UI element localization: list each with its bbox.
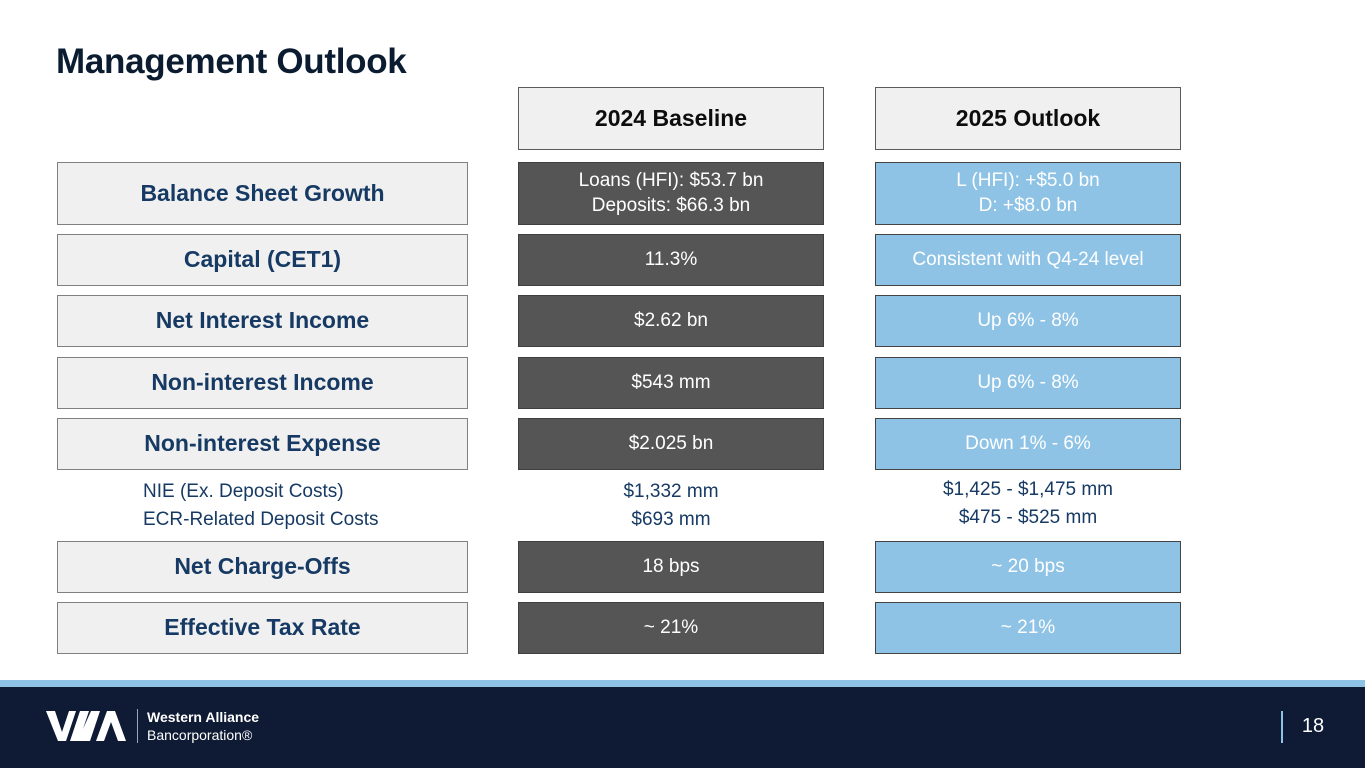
nie-ex-deposit-costs-label: NIE (Ex. Deposit Costs) [143, 481, 344, 502]
expense-detail-outlook: $1,425 - $1,475 mm $475 - $525 mm [875, 476, 1181, 532]
nie-ex-deposit-costs-baseline: $1,332 mm [623, 481, 719, 502]
baseline-value: $2.62 bn [634, 309, 708, 331]
row-label-effective-tax-rate: Effective Tax Rate [57, 602, 468, 654]
row-label-text: Effective Tax Rate [164, 614, 361, 641]
footer-bar: Western Alliance Bancorporation® 18 [0, 687, 1365, 768]
outlook-cell-net-charge-offs: ~ 20 bps [875, 541, 1181, 593]
western-alliance-logo-icon [46, 711, 126, 741]
outlook-cell-non-interest-expense: Down 1% - 6% [875, 418, 1181, 470]
baseline-column-header-text: 2024 Baseline [594, 104, 748, 131]
ecr-deposit-costs-outlook: $475 - $525 mm [958, 507, 1098, 528]
outlook-deposits: D: +$8.0 bn [978, 194, 1078, 216]
baseline-cell-net-charge-offs: 18 bps [518, 541, 824, 593]
baseline-loans: Loans (HFI): $53.7 bn [578, 169, 764, 191]
outlook-cell-non-interest-income: Up 6% - 8% [875, 357, 1181, 409]
logo-divider [137, 709, 138, 743]
company-subname: Bancorporation® [147, 727, 253, 743]
baseline-cell-non-interest-expense: $2.025 bn [518, 418, 824, 470]
outlook-value: ~ 21% [1000, 616, 1056, 638]
baseline-cell-net-interest-income: $2.62 bn [518, 295, 824, 347]
baseline-value: $2.025 bn [628, 432, 714, 454]
row-label-text: Non-interest Income [151, 369, 374, 396]
outlook-value: Up 6% - 8% [977, 371, 1079, 393]
row-label-balance-sheet-growth: Balance Sheet Growth [57, 162, 468, 225]
expense-detail-labels: NIE (Ex. Deposit Costs) ECR-Related Depo… [143, 478, 378, 534]
outlook-cell-net-interest-income: Up 6% - 8% [875, 295, 1181, 347]
nie-ex-deposit-costs-outlook: $1,425 - $1,475 mm [942, 479, 1114, 500]
page-number: 18 [1301, 715, 1325, 737]
outlook-column-header-text: 2025 Outlook [955, 104, 1101, 131]
outlook-value: Consistent with Q4-24 level [912, 248, 1144, 270]
baseline-cell-balance-sheet-growth: Loans (HFI): $53.7 bn Deposits: $66.3 bn [518, 162, 824, 225]
row-label-net-charge-offs: Net Charge-Offs [57, 541, 468, 593]
outlook-cell-balance-sheet-growth: L (HFI): +$5.0 bn D: +$8.0 bn [875, 162, 1181, 225]
expense-detail-baseline: $1,332 mm $693 mm [518, 478, 824, 534]
ecr-deposit-costs-label: ECR-Related Deposit Costs [143, 509, 379, 530]
row-label-text: Balance Sheet Growth [140, 179, 385, 206]
outlook-column-header: 2025 Outlook [875, 87, 1181, 150]
ecr-deposit-costs-baseline: $693 mm [631, 509, 711, 530]
outlook-value: Up 6% - 8% [977, 309, 1079, 331]
page-title: Management Outlook [56, 42, 407, 81]
baseline-column-header: 2024 Baseline [518, 87, 824, 150]
outlook-loans: L (HFI): +$5.0 bn [956, 169, 1100, 191]
outlook-value: ~ 20 bps [991, 555, 1065, 577]
row-label-text: Net Interest Income [155, 307, 370, 334]
row-label-text: Non-interest Expense [144, 430, 381, 457]
company-name: Western Alliance [147, 709, 260, 725]
baseline-deposits: Deposits: $66.3 bn [591, 194, 751, 216]
baseline-cell-effective-tax-rate: ~ 21% [518, 602, 824, 654]
outlook-cell-effective-tax-rate: ~ 21% [875, 602, 1181, 654]
baseline-value: $543 mm [631, 371, 711, 393]
outlook-cell-capital-cet1: Consistent with Q4-24 level [875, 234, 1181, 286]
page-number-divider [1281, 711, 1283, 743]
row-label-non-interest-expense: Non-interest Expense [57, 418, 468, 470]
outlook-value: Down 1% - 6% [965, 432, 1091, 454]
row-label-text: Capital (CET1) [183, 246, 342, 273]
baseline-cell-non-interest-income: $543 mm [518, 357, 824, 409]
baseline-value: 18 bps [642, 555, 700, 577]
row-label-capital-cet1: Capital (CET1) [57, 234, 468, 286]
baseline-value: 11.3% [644, 248, 698, 270]
baseline-cell-capital-cet1: 11.3% [518, 234, 824, 286]
row-label-text: Net Charge-Offs [174, 553, 351, 580]
baseline-value: ~ 21% [643, 616, 699, 638]
row-label-non-interest-income: Non-interest Income [57, 357, 468, 409]
row-label-net-interest-income: Net Interest Income [57, 295, 468, 347]
footer-accent-stripe [0, 680, 1365, 687]
